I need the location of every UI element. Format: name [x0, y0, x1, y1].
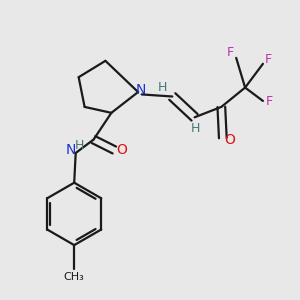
Text: F: F	[265, 53, 272, 66]
Text: O: O	[116, 143, 127, 157]
Text: H: H	[158, 81, 167, 94]
Text: H: H	[190, 122, 200, 135]
Text: F: F	[266, 95, 273, 108]
Text: N: N	[65, 143, 76, 157]
Text: F: F	[227, 46, 234, 59]
Text: CH₃: CH₃	[64, 272, 85, 282]
Text: O: O	[224, 133, 236, 147]
Text: H: H	[75, 139, 84, 152]
Text: N: N	[135, 83, 146, 97]
